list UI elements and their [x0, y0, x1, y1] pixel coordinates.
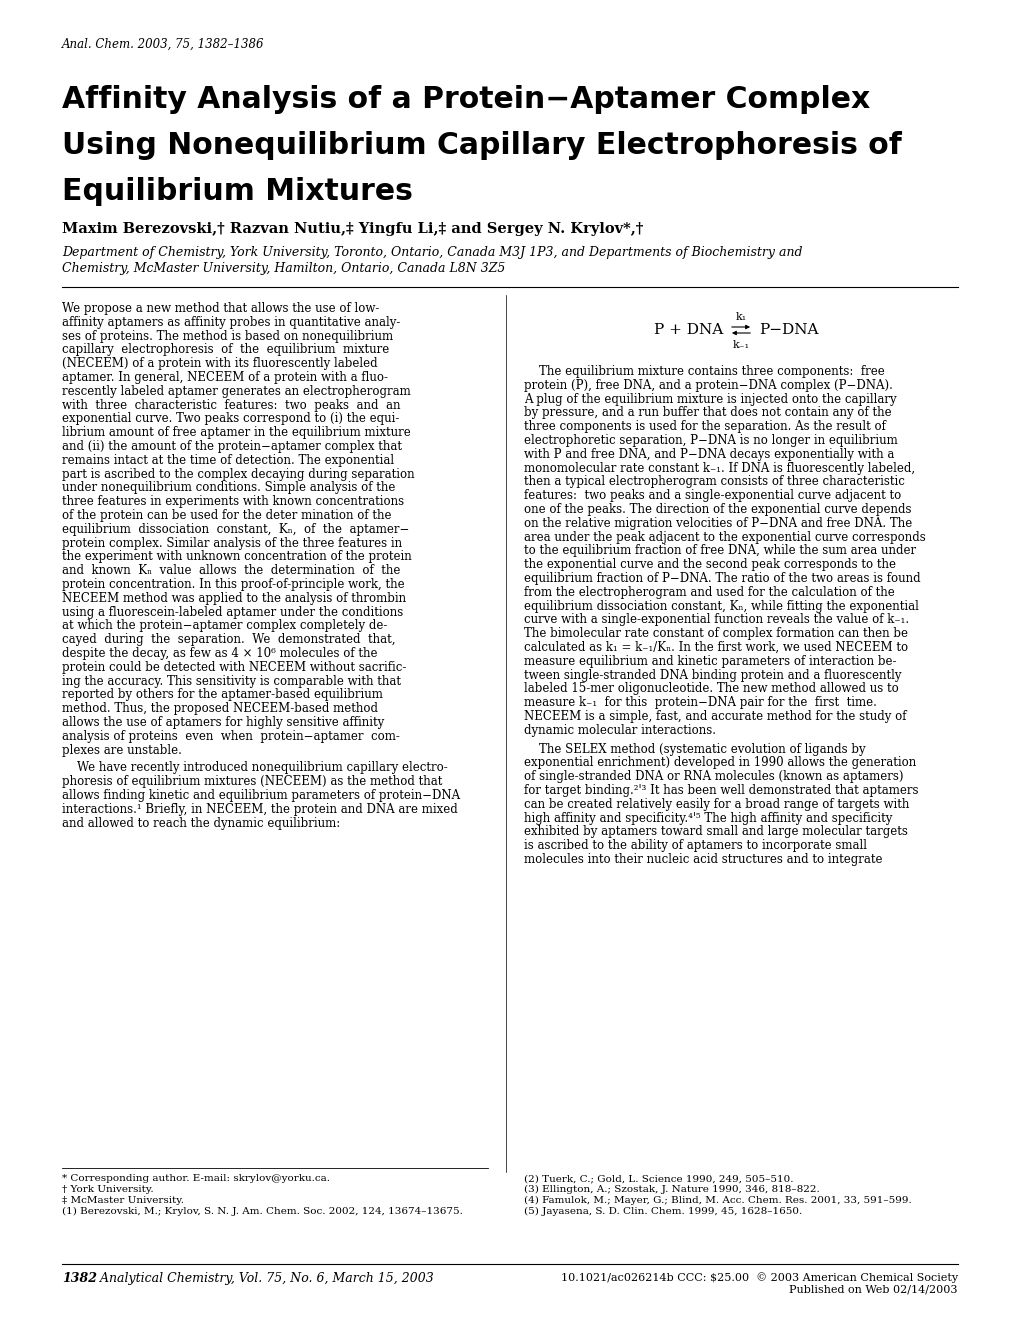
- Text: one of the peaks. The direction of the exponential curve depends: one of the peaks. The direction of the e…: [524, 503, 911, 516]
- Text: protein complex. Similar analysis of the three features in: protein complex. Similar analysis of the…: [62, 537, 401, 549]
- Text: molecules into their nucleic acid structures and to integrate: molecules into their nucleic acid struct…: [524, 853, 881, 866]
- Text: despite the decay, as few as 4 × 10⁶ molecules of the: despite the decay, as few as 4 × 10⁶ mol…: [62, 647, 377, 660]
- Text: allows finding kinetic and equilibrium parameters of protein−DNA: allows finding kinetic and equilibrium p…: [62, 789, 460, 803]
- Text: P−DNA: P−DNA: [758, 323, 817, 337]
- Text: 10.1021/ac026214b CCC: $25.00  © 2003 American Chemical Society: 10.1021/ac026214b CCC: $25.00 © 2003 Ame…: [560, 1272, 957, 1283]
- Text: area under the peak adjacent to the exponential curve corresponds: area under the peak adjacent to the expo…: [524, 531, 925, 544]
- Text: librium amount of free aptamer in the equilibrium mixture: librium amount of free aptamer in the eq…: [62, 426, 411, 440]
- Text: and allowed to reach the dynamic equilibrium:: and allowed to reach the dynamic equilib…: [62, 817, 340, 829]
- Text: P + DNA: P + DNA: [653, 323, 722, 337]
- Text: analysis of proteins  even  when  protein−aptamer  com-: analysis of proteins even when protein−a…: [62, 730, 399, 743]
- Text: is ascribed to the ability of aptamers to incorporate small: is ascribed to the ability of aptamers t…: [524, 840, 866, 853]
- Text: from the electropherogram and used for the calculation of the: from the electropherogram and used for t…: [524, 586, 894, 599]
- Text: measure k₋₁  for this  protein−DNA pair for the  first  time.: measure k₋₁ for this protein−DNA pair fo…: [524, 696, 876, 709]
- Text: protein could be detected with NECEEM without sacrific-: protein could be detected with NECEEM wi…: [62, 661, 406, 673]
- Text: features:  two peaks and a single-exponential curve adjacent to: features: two peaks and a single-exponen…: [524, 490, 901, 502]
- Text: Affinity Analysis of a Protein−Aptamer Complex: Affinity Analysis of a Protein−Aptamer C…: [62, 84, 869, 114]
- Text: at which the protein−aptamer complex completely de-: at which the protein−aptamer complex com…: [62, 619, 387, 632]
- Text: The equilibrium mixture contains three components:  free: The equilibrium mixture contains three c…: [524, 366, 883, 378]
- Text: rescently labeled aptamer generates an electropherogram: rescently labeled aptamer generates an e…: [62, 385, 411, 397]
- Text: interactions.¹ Briefly, in NECEEM, the protein and DNA are mixed: interactions.¹ Briefly, in NECEEM, the p…: [62, 803, 458, 816]
- Text: ses of proteins. The method is based on nonequilibrium: ses of proteins. The method is based on …: [62, 330, 392, 343]
- Text: exhibited by aptamers toward small and large molecular targets: exhibited by aptamers toward small and l…: [524, 825, 907, 838]
- Text: to the equilibrium fraction of free DNA, while the sum area under: to the equilibrium fraction of free DNA,…: [524, 544, 915, 557]
- Text: (1) Berezovski, M.; Krylov, S. N. J. Am. Chem. Soc. 2002, 124, 13674–13675.: (1) Berezovski, M.; Krylov, S. N. J. Am.…: [62, 1206, 463, 1216]
- Text: protein (P), free DNA, and a protein−DNA complex (P−DNA).: protein (P), free DNA, and a protein−DNA…: [524, 379, 892, 392]
- Text: NECEEM method was applied to the analysis of thrombin: NECEEM method was applied to the analysi…: [62, 591, 406, 605]
- Text: the exponential curve and the second peak corresponds to the: the exponential curve and the second pea…: [524, 558, 895, 572]
- Text: exponential curve. Two peaks correspond to (i) the equi-: exponential curve. Two peaks correspond …: [62, 412, 399, 425]
- Text: on the relative migration velocities of P−DNA and free DNA. The: on the relative migration velocities of …: [524, 517, 911, 529]
- Text: electrophoretic separation, P−DNA is no longer in equilibrium: electrophoretic separation, P−DNA is no …: [524, 434, 897, 447]
- Text: Using Nonequilibrium Capillary Electrophoresis of: Using Nonequilibrium Capillary Electroph…: [62, 131, 901, 160]
- Text: 1382: 1382: [62, 1272, 97, 1284]
- Text: * Corresponding author. E-mail: skrylov@yorku.ca.: * Corresponding author. E-mail: skrylov@…: [62, 1173, 330, 1183]
- Text: part is ascribed to the complex decaying during separation: part is ascribed to the complex decaying…: [62, 467, 414, 480]
- Text: labeled 15-mer oligonucleotide. The new method allowed us to: labeled 15-mer oligonucleotide. The new …: [524, 682, 898, 696]
- Text: calculated as k₁ = k₋₁/Kₙ. In the first work, we used NECEEM to: calculated as k₁ = k₋₁/Kₙ. In the first …: [524, 642, 907, 653]
- Text: using a fluorescein-labeled aptamer under the conditions: using a fluorescein-labeled aptamer unde…: [62, 606, 403, 619]
- Text: three components is used for the separation. As the result of: three components is used for the separat…: [524, 420, 886, 433]
- Text: (3) Ellington, A.; Szostak, J. Nature 1990, 346, 818–822.: (3) Ellington, A.; Szostak, J. Nature 19…: [524, 1185, 819, 1195]
- Text: and  known  Kₙ  value  allows  the  determination  of  the: and known Kₙ value allows the determinat…: [62, 564, 400, 577]
- Text: for target binding.²'³ It has been well demonstrated that aptamers: for target binding.²'³ It has been well …: [524, 784, 917, 797]
- Text: We have recently introduced nonequilibrium capillary electro-: We have recently introduced nonequilibri…: [62, 762, 447, 775]
- Text: equilibrium dissociation constant, Kₙ, while fitting the exponential: equilibrium dissociation constant, Kₙ, w…: [524, 599, 918, 612]
- Text: tween single-stranded DNA binding protein and a fluorescently: tween single-stranded DNA binding protei…: [524, 669, 901, 681]
- Text: reported by others for the aptamer-based equilibrium: reported by others for the aptamer-based…: [62, 689, 382, 701]
- Text: k₁: k₁: [735, 312, 746, 322]
- Text: remains intact at the time of detection. The exponential: remains intact at the time of detection.…: [62, 454, 393, 467]
- Text: † York University.: † York University.: [62, 1185, 154, 1195]
- Text: (4) Famulok, M.; Mayer, G.; Blind, M. Acc. Chem. Res. 2001, 33, 591–599.: (4) Famulok, M.; Mayer, G.; Blind, M. Ac…: [524, 1196, 911, 1205]
- Text: NECEEM is a simple, fast, and accurate method for the study of: NECEEM is a simple, fast, and accurate m…: [524, 710, 906, 723]
- Text: (2) Tuerk, C.; Gold, L. Science 1990, 249, 505–510.: (2) Tuerk, C.; Gold, L. Science 1990, 24…: [524, 1173, 793, 1183]
- Text: Equilibrium Mixtures: Equilibrium Mixtures: [62, 177, 413, 206]
- Text: exponential enrichment) developed in 1990 allows the generation: exponential enrichment) developed in 199…: [524, 756, 915, 770]
- Text: equilibrium  dissociation  constant,  Kₙ,  of  the  aptamer−: equilibrium dissociation constant, Kₙ, o…: [62, 523, 409, 536]
- Text: high affinity and specificity.⁴'⁵ The high affinity and specificity: high affinity and specificity.⁴'⁵ The hi…: [524, 812, 892, 825]
- Text: of single-stranded DNA or RNA molecules (known as aptamers): of single-stranded DNA or RNA molecules …: [524, 770, 903, 783]
- Text: Chemistry, McMaster University, Hamilton, Ontario, Canada L8N 3Z5: Chemistry, McMaster University, Hamilton…: [62, 261, 504, 275]
- Text: monomolecular rate constant k₋₁. If DNA is fluorescently labeled,: monomolecular rate constant k₋₁. If DNA …: [524, 462, 914, 475]
- Text: phoresis of equilibrium mixtures (NECEEM) as the method that: phoresis of equilibrium mixtures (NECEEM…: [62, 775, 442, 788]
- Text: measure equilibrium and kinetic parameters of interaction be-: measure equilibrium and kinetic paramete…: [524, 655, 896, 668]
- Text: (5) Jayasena, S. D. Clin. Chem. 1999, 45, 1628–1650.: (5) Jayasena, S. D. Clin. Chem. 1999, 45…: [524, 1206, 802, 1216]
- Text: with P and free DNA, and P−DNA decays exponentially with a: with P and free DNA, and P−DNA decays ex…: [524, 447, 894, 461]
- Text: cayed  during  the  separation.  We  demonstrated  that,: cayed during the separation. We demonstr…: [62, 634, 395, 647]
- Text: then a typical electropherogram consists of three characteristic: then a typical electropherogram consists…: [524, 475, 904, 488]
- Text: We propose a new method that allows the use of low-: We propose a new method that allows the …: [62, 302, 379, 315]
- Text: dynamic molecular interactions.: dynamic molecular interactions.: [524, 723, 715, 737]
- Text: The SELEX method (systematic evolution of ligands by: The SELEX method (systematic evolution o…: [524, 743, 865, 755]
- Text: method. Thus, the proposed NECEEM-based method: method. Thus, the proposed NECEEM-based …: [62, 702, 378, 715]
- Text: the experiment with unknown concentration of the protein: the experiment with unknown concentratio…: [62, 550, 412, 564]
- Text: (NECEEM) of a protein with its fluorescently labeled: (NECEEM) of a protein with its fluoresce…: [62, 358, 377, 370]
- Text: with  three  characteristic  features:  two  peaks  and  an: with three characteristic features: two …: [62, 399, 400, 412]
- Text: Department of Chemistry, York University, Toronto, Ontario, Canada M3J 1P3, and : Department of Chemistry, York University…: [62, 246, 802, 259]
- Text: can be created relatively easily for a broad range of targets with: can be created relatively easily for a b…: [524, 797, 909, 810]
- Text: equilibrium fraction of P−DNA. The ratio of the two areas is found: equilibrium fraction of P−DNA. The ratio…: [524, 572, 920, 585]
- Text: The bimolecular rate constant of complex formation can then be: The bimolecular rate constant of complex…: [524, 627, 907, 640]
- Text: of the protein can be used for the deter mination of the: of the protein can be used for the deter…: [62, 510, 391, 521]
- Text: curve with a single-exponential function reveals the value of k₋₁.: curve with a single-exponential function…: [524, 614, 908, 627]
- Text: plexes are unstable.: plexes are unstable.: [62, 743, 181, 756]
- Text: Maxim Berezovski,† Razvan Nutiu,‡ Yingfu Li,‡ and Sergey N. Krylov*,†: Maxim Berezovski,† Razvan Nutiu,‡ Yingfu…: [62, 222, 643, 236]
- Text: capillary  electrophoresis  of  the  equilibrium  mixture: capillary electrophoresis of the equilib…: [62, 343, 389, 356]
- Text: Anal. Chem. 2003, 75, 1382–1386: Anal. Chem. 2003, 75, 1382–1386: [62, 38, 264, 51]
- Text: protein concentration. In this proof-of-principle work, the: protein concentration. In this proof-of-…: [62, 578, 405, 591]
- Text: affinity aptamers as affinity probes in quantitative analy-: affinity aptamers as affinity probes in …: [62, 315, 400, 329]
- Text: ‡ McMaster University.: ‡ McMaster University.: [62, 1196, 183, 1205]
- Text: ing the accuracy. This sensitivity is comparable with that: ing the accuracy. This sensitivity is co…: [62, 675, 400, 688]
- Text: Analytical Chemistry, Vol. 75, No. 6, March 15, 2003: Analytical Chemistry, Vol. 75, No. 6, Ma…: [88, 1272, 433, 1284]
- Text: Published on Web 02/14/2003: Published on Web 02/14/2003: [789, 1284, 957, 1294]
- Text: aptamer. In general, NECEEM of a protein with a fluo-: aptamer. In general, NECEEM of a protein…: [62, 371, 387, 384]
- Text: by pressure, and a run buffer that does not contain any of the: by pressure, and a run buffer that does …: [524, 407, 891, 420]
- Text: k₋₁: k₋₁: [732, 341, 749, 350]
- Text: allows the use of aptamers for highly sensitive affinity: allows the use of aptamers for highly se…: [62, 715, 384, 729]
- Text: under nonequilibrium conditions. Simple analysis of the: under nonequilibrium conditions. Simple …: [62, 482, 395, 495]
- Text: three features in experiments with known concentrations: three features in experiments with known…: [62, 495, 404, 508]
- Text: and (ii) the amount of the protein−aptamer complex that: and (ii) the amount of the protein−aptam…: [62, 440, 401, 453]
- Text: A plug of the equilibrium mixture is injected onto the capillary: A plug of the equilibrium mixture is inj…: [524, 392, 896, 405]
